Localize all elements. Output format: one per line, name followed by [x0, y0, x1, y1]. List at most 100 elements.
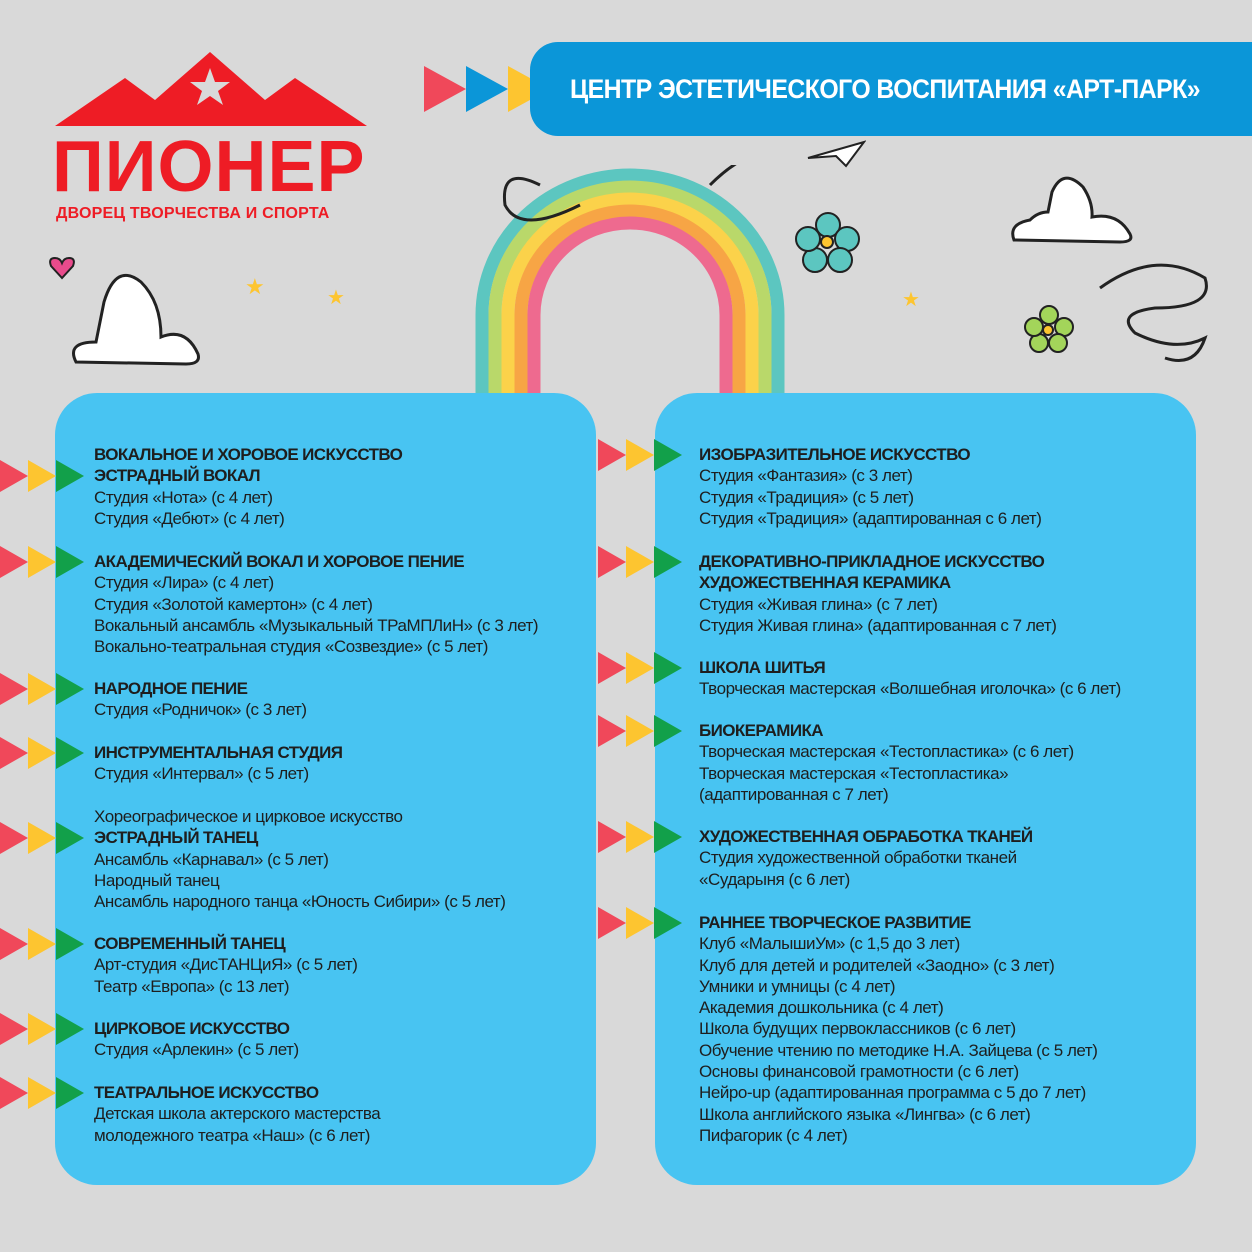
- arrows-icon: [598, 652, 682, 684]
- program-item: Академия дошкольника (с 4 лет): [699, 998, 944, 1018]
- heart-icon: [49, 256, 75, 280]
- program-item: Вокальный ансамбль «Музыкальный ТРаМПЛиН…: [94, 615, 539, 635]
- program-item: Студия «Традиция» (адаптированная с 6 ле…: [699, 508, 1042, 528]
- star-icon: ★: [245, 274, 265, 299]
- arrows-icon: [0, 673, 84, 705]
- section-heading: БИОКЕРАМИКА: [699, 721, 824, 740]
- program-item: Клуб для детей и родителей «Заодно» (с 3…: [699, 955, 1055, 975]
- section-heading: ВОКАЛЬНОЕ И ХОРОВОЕ ИСКУССТВО: [94, 445, 403, 464]
- arrows-icon: [0, 822, 84, 855]
- right-section: БИОКЕРАМИКА Творческая мастерская «Тестоп…: [699, 720, 1074, 805]
- arrows-icon: [598, 546, 682, 578]
- left-section: ИНСТРУМЕНТАЛЬНАЯ СТУДИЯ Студия «Интервал»…: [94, 742, 343, 785]
- left-panel: [55, 393, 596, 1185]
- program-item: Ансамбль народного танца «Юность Сибири»…: [94, 892, 506, 912]
- arrows-icon: [0, 1013, 84, 1045]
- program-item: Обучение чтению по методике Н.А. Зайцева…: [699, 1040, 1098, 1060]
- left-section: ЦИРКОВОЕ ИСКУССТВО Студия «Арлекин» (с 5 …: [94, 1018, 299, 1061]
- program-item: Студия «Родничок» (с 3 лет): [94, 700, 307, 720]
- header-arrows-icon: [424, 66, 550, 112]
- right-section: РАННЕЕ ТВОРЧЕСКОЕ РАЗВИТИЕ Клуб «МалышиУм…: [699, 912, 1098, 1146]
- arrows-icon: [0, 1077, 84, 1109]
- header-title: ЦЕНТР ЭСТЕТИЧЕСКОГО ВОСПИТАНИЯ «АРТ-ПАРК…: [570, 73, 1201, 104]
- section-heading: ХУДОЖЕСТВЕННАЯ ОБРАБОТКА ТКАНЕЙ: [699, 827, 1033, 846]
- section-heading: ЭСТРАДНЫЙ ВОКАЛ: [94, 466, 261, 486]
- program-item: Пифагорик (с 4 лет): [699, 1125, 848, 1145]
- logo-subtitle: ДВОРЕЦ ТВОРЧЕСТВА И СПОРТА: [56, 205, 330, 222]
- program-item: Студия «Золотой камертон» (с 4 лет): [94, 594, 373, 614]
- program-item: Студия «Арлекин» (с 5 лет): [94, 1040, 299, 1060]
- right-section: ШКОЛА ШИТЬЯ Творческая мастерская «Волшеб…: [699, 657, 1121, 700]
- logo-name: ПИОНЕР: [52, 127, 366, 207]
- arrows-icon: [0, 460, 84, 493]
- star-icon: ★: [902, 289, 920, 311]
- program-item: Театр «Европа» (с 13 лет): [94, 976, 290, 996]
- section-heading: ЭСТРАДНЫЙ ТАНЕЦ: [94, 828, 258, 848]
- program-item: Школа английского языка «Лингва» (с 6 ле…: [699, 1104, 1031, 1124]
- paper-plane-icon: [807, 140, 866, 168]
- arrows-icon: [598, 821, 682, 853]
- header-bar: ЦЕНТР ЭСТЕТИЧЕСКОГО ВОСПИТАНИЯ «АРТ-ПАРК…: [530, 42, 1252, 136]
- left-section: СОВРЕМЕННЫЙ ТАНЕЦ Арт-студия «ДисТАНЦиЯ» …: [94, 933, 358, 997]
- section-heading: ТЕАТРАЛЬНОЕ ИСКУССТВО: [94, 1083, 319, 1102]
- left-section: ТЕАТРАЛЬНОЕ ИСКУССТВО Детская школа актер…: [94, 1082, 381, 1146]
- section-heading: НАРОДНОЕ ПЕНИЕ: [94, 679, 248, 698]
- program-item: молодежного театра «Наш» (с 6 лет): [94, 1125, 370, 1145]
- left-section: АКАДЕМИЧЕСКИЙ ВОКАЛ И ХОРОВОЕ ПЕНИЕ Студи…: [94, 551, 539, 657]
- flower-icon: [795, 212, 860, 273]
- program-item: Клуб «МалышиУм» (с 1,5 до 3 лет): [699, 934, 960, 954]
- program-item: Умники и умницы (с 4 лет): [699, 976, 896, 996]
- program-item: «Сударыня (с 6 лет): [699, 869, 850, 889]
- logo-mountains-icon: [55, 52, 367, 126]
- program-item: Творческая мастерская «Волшебная иголочк…: [699, 679, 1121, 699]
- arrows-icon: [598, 715, 682, 747]
- program-item: Студия «Интервал» (с 5 лет): [94, 764, 309, 784]
- right-section: ИЗОБРАЗИТЕЛЬНОЕ ИСКУССТВО Студия «Фантази…: [699, 444, 1042, 529]
- right-panel: [655, 393, 1196, 1185]
- program-item: Студия художественной обработки тканей: [699, 848, 1017, 868]
- program-item: Студия «Живая глина» (с 7 лет): [699, 594, 938, 614]
- program-item: Творческая мастерская «Тестопластика» (с…: [699, 742, 1074, 762]
- right-section: ХУДОЖЕСТВЕННАЯ ОБРАБОТКА ТКАНЕЙ Студия ху…: [699, 826, 1033, 890]
- program-item: Детская школа актерского мастерства: [94, 1104, 381, 1124]
- left-section: ВОКАЛЬНОЕ И ХОРОВОЕ ИСКУССТВО ЭСТРАДНЫЙ В…: [94, 444, 403, 529]
- section-heading: ДЕКОРАТИВНО-ПРИКЛАДНОЕ ИСКУССТВО: [699, 552, 1045, 571]
- star-icon: ★: [327, 287, 345, 309]
- arrows-icon: [598, 907, 682, 939]
- arrows-icon: [0, 737, 84, 769]
- section-heading: РАННЕЕ ТВОРЧЕСКОЕ РАЗВИТИЕ: [699, 913, 971, 932]
- program-item: Студия «Фантазия» (с 3 лет): [699, 466, 913, 486]
- arrows-icon: [0, 928, 84, 960]
- program-item: Студия «Лира» (с 4 лет): [94, 573, 274, 593]
- program-item: Студия Живая глина» (адаптированная с 7 …: [699, 615, 1057, 635]
- section-heading: ЦИРКОВОЕ ИСКУССТВО: [94, 1019, 290, 1038]
- section-heading: ХУДОЖЕСТВЕННАЯ КЕРАМИКА: [699, 573, 951, 593]
- section-heading: СОВРЕМЕННЫЙ ТАНЕЦ: [94, 934, 286, 953]
- arrows-icon: [598, 439, 682, 471]
- program-item: Хореографическое и цирковое искусство: [94, 807, 403, 826]
- left-section: НАРОДНОЕ ПЕНИЕ Студия «Родничок» (с 3 лет…: [94, 678, 307, 721]
- program-item: Студия «Нота» (с 4 лет): [94, 487, 273, 507]
- section-heading: ИЗОБРАЗИТЕЛЬНОЕ ИСКУССТВО: [699, 445, 971, 464]
- program-item: Творческая мастерская «Тестопластика»: [699, 763, 1009, 783]
- spring-icon: [1099, 263, 1208, 362]
- program-item: Нейро-up (адаптированная программа с 5 д…: [699, 1083, 1086, 1103]
- right-section: ДЕКОРАТИВНО-ПРИКЛАДНОЕ ИСКУССТВО ХУДОЖЕСТ…: [699, 551, 1057, 636]
- cloud-icon: [72, 273, 200, 366]
- section-heading: ШКОЛА ШИТЬЯ: [699, 658, 826, 677]
- rainbow-icon: [475, 165, 785, 465]
- program-item: Основы финансовой грамотности (с 6 лет): [699, 1062, 1019, 1082]
- section-heading: ИНСТРУМЕНТАЛЬНАЯ СТУДИЯ: [94, 743, 343, 762]
- program-item: Ансамбль «Карнавал» (с 5 лет): [94, 849, 329, 869]
- left-section: Хореографическое и цирковое искусство ЭСТ…: [94, 806, 506, 912]
- program-item: Студия «Традиция» (с 5 лет): [699, 487, 914, 507]
- program-item: Вокально-театральная студия «Созвездие» …: [94, 637, 488, 657]
- section-heading: АКАДЕМИЧЕСКИЙ ВОКАЛ И ХОРОВОЕ ПЕНИЕ: [94, 552, 465, 571]
- program-item: (адаптированная с 7 лет): [699, 784, 889, 804]
- program-item: Арт-студия «ДисТАНЦиЯ» (с 5 лет): [94, 955, 358, 975]
- program-item: Школа будущих первоклассников (с 6 лет): [699, 1019, 1016, 1039]
- program-item: Народный танец: [94, 870, 220, 890]
- cloud-icon: [1011, 176, 1133, 244]
- flower-icon: [1024, 305, 1074, 353]
- arrows-icon: [0, 546, 84, 578]
